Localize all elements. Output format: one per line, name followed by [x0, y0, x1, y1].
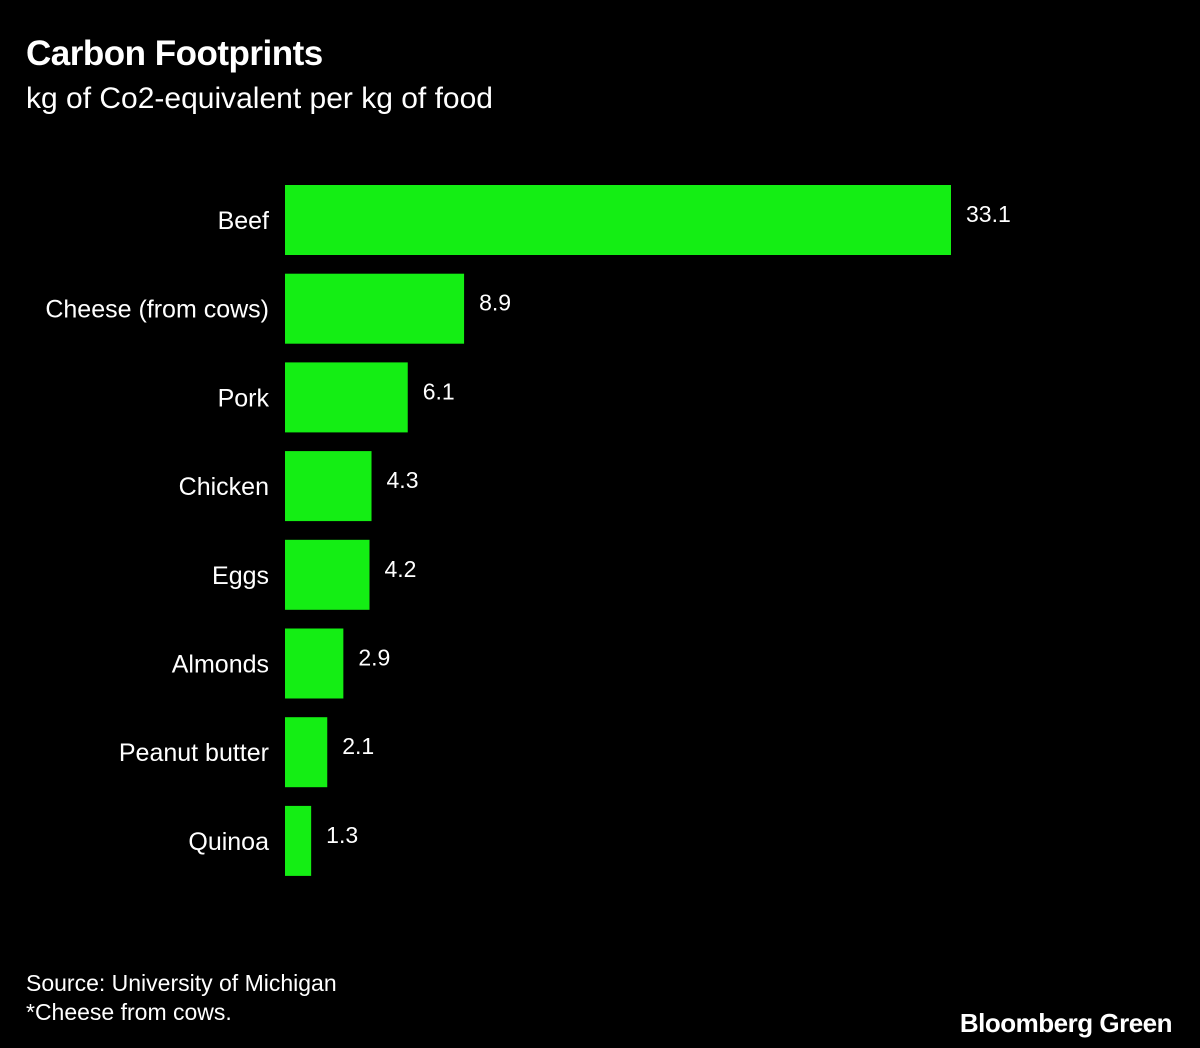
category-label-chicken: Chicken	[179, 473, 269, 501]
value-label-pork: 6.1	[423, 378, 455, 404]
bar-pork	[285, 362, 408, 433]
category-label-quinoa: Quinoa	[188, 828, 269, 856]
bar-chicken	[285, 451, 372, 522]
value-label-cheese-from-cows: 8.9	[479, 290, 511, 316]
category-label-cheese-from-cows: Cheese (from cows)	[45, 296, 269, 324]
value-label-quinoa: 1.3	[326, 822, 358, 848]
category-label-beef: Beef	[218, 207, 269, 235]
category-label-pork: Pork	[218, 384, 270, 412]
value-label-beef: 33.1	[966, 201, 1011, 227]
value-label-peanut-butter: 2.1	[342, 733, 374, 759]
category-label-eggs: Eggs	[212, 562, 269, 590]
value-label-chicken: 4.3	[387, 467, 419, 493]
bar-quinoa	[285, 805, 312, 876]
value-label-almonds: 2.9	[358, 645, 390, 671]
bar-peanut-butter	[285, 717, 328, 788]
category-label-almonds: Almonds	[172, 651, 269, 679]
source-note: Source: University of Michigan	[26, 970, 337, 996]
bar-almonds	[285, 628, 344, 699]
value-label-eggs: 4.2	[385, 556, 417, 582]
brand-logo: Bloomberg Green	[959, 1008, 1173, 1038]
chart-title: Carbon Footprints	[26, 34, 323, 73]
footnote: *Cheese from cows.	[26, 999, 232, 1025]
bar-beef	[285, 185, 951, 255]
category-label-peanut-butter: Peanut butter	[119, 739, 269, 767]
bar-eggs	[285, 539, 370, 610]
chart-subtitle: kg of Co2-equivalent per kg of food	[26, 82, 493, 115]
bar-cheese-from-cows	[285, 273, 465, 344]
